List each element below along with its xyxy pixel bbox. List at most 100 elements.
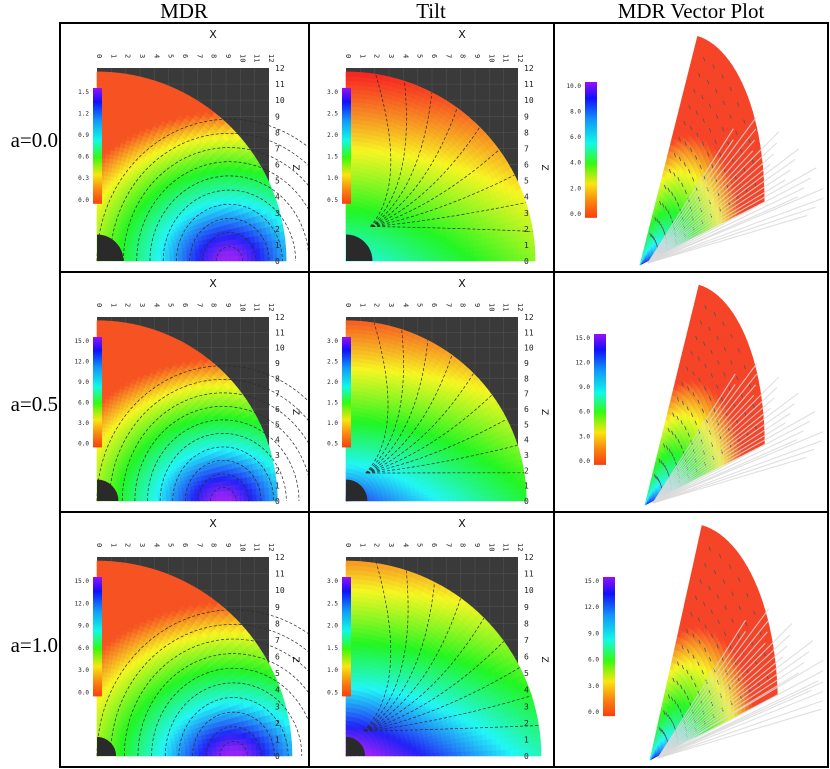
field-cell <box>199 256 205 262</box>
vector-arrow <box>674 232 677 237</box>
colorbar-gradient <box>585 82 597 218</box>
contour-line <box>372 202 526 227</box>
colorbar-tick-label: 0.0 <box>78 197 89 204</box>
field-cell <box>345 213 349 219</box>
field-cell <box>105 144 111 151</box>
grid-line <box>59 22 829 24</box>
streak-line <box>647 169 791 264</box>
vector-arrow <box>690 126 693 131</box>
contour-lines <box>96 118 308 262</box>
vector-arrow <box>652 235 655 240</box>
field-cell <box>483 255 489 262</box>
field-cell <box>345 209 349 215</box>
streak-line <box>647 167 817 264</box>
vector-arrow <box>696 132 699 138</box>
vector-arrow <box>668 168 672 174</box>
field-cell <box>101 131 108 138</box>
field-cell <box>360 72 369 78</box>
field-cell <box>482 249 489 256</box>
field-cell <box>457 251 463 257</box>
field-cell <box>103 84 112 90</box>
colorbar-tick-label: 0.9 <box>78 132 89 139</box>
contour-line <box>176 204 283 262</box>
x-tick-label: 5 <box>167 54 175 58</box>
field-cell <box>504 247 510 256</box>
vector-arrow <box>673 172 676 177</box>
vector-arrow <box>660 223 663 229</box>
field-cell <box>418 257 424 262</box>
field-cell <box>351 118 358 125</box>
column-header-mdr: MDR <box>160 0 208 23</box>
field-cell <box>423 257 428 262</box>
vector-arrow <box>692 177 695 182</box>
field-cell <box>280 238 286 247</box>
field-cell <box>354 149 360 155</box>
field-cell <box>487 254 493 262</box>
vector-plot-svg: 10.08.06.04.02.00.0 <box>567 35 824 266</box>
x-tick-label: 6 <box>181 54 189 58</box>
field-cell <box>268 253 274 262</box>
grid-line <box>59 766 829 768</box>
vector-arrow <box>707 152 710 157</box>
z-tick-label: 1 <box>275 241 280 250</box>
vector-arrow <box>734 175 737 181</box>
colorbar-tick-label: 4.0 <box>570 160 581 167</box>
column-header-vector: MDR Vector Plot <box>617 0 765 23</box>
colorbar-tick-label: 1.2 <box>78 111 89 118</box>
colorbar-tick-label: 2.0 <box>570 185 581 192</box>
z-tick-label: 10 <box>275 96 285 105</box>
vector-arrow <box>688 104 691 110</box>
field-cell <box>103 80 112 86</box>
field-cell <box>487 249 493 256</box>
vector-arrow <box>664 206 668 211</box>
z-tick-label: 5 <box>275 177 280 186</box>
field-cell <box>102 106 110 112</box>
field-cell <box>529 245 536 255</box>
horizon-disc <box>97 234 124 261</box>
field-cell <box>246 248 252 256</box>
field-cell <box>427 257 433 262</box>
z-tick-label: 7 <box>524 144 529 153</box>
vector-arrow <box>708 128 712 133</box>
vector-arrow <box>699 164 702 169</box>
vector-arrow <box>722 100 726 105</box>
field-cell <box>101 123 109 129</box>
vector-arrow <box>663 231 666 236</box>
vector-arrow <box>751 159 755 164</box>
contour-plot-svg: X0 1 2 3 4 5 6 7 8 9 10 11 121211109876543210Z15.012… <box>75 277 308 506</box>
vector-arrow <box>702 57 706 62</box>
field-cell <box>208 256 214 262</box>
field-cell <box>96 217 99 223</box>
contour-line <box>372 174 515 227</box>
field-cell <box>242 254 248 262</box>
field-cell <box>496 254 502 262</box>
field-cell <box>229 249 235 257</box>
field-cell <box>353 157 359 164</box>
z-axis-label: Z <box>539 165 549 171</box>
streak-lines <box>647 117 824 264</box>
vector-arrow <box>683 120 686 126</box>
colorbar-tick-label: 2.0 <box>327 132 338 139</box>
vector-arrow <box>729 114 732 119</box>
colorbar-tick-label: 0.6 <box>78 154 89 161</box>
contour-line <box>123 147 308 262</box>
x-tick-label: 0 <box>344 54 352 58</box>
field-cell <box>207 247 214 253</box>
colorbar-tick-label: 0.0 <box>570 211 581 218</box>
x-tick-label: 11 <box>253 54 261 62</box>
field-cell <box>508 247 514 255</box>
field-cell <box>435 256 441 262</box>
vector-arrow <box>702 118 705 123</box>
field-cell <box>513 253 519 262</box>
vector-arrow <box>701 141 705 147</box>
vector-arrow <box>674 196 677 201</box>
x-tick-label: 1 <box>109 54 117 58</box>
field-cell <box>478 249 484 257</box>
x-tick-label: 3 <box>138 54 146 58</box>
vector-arrow <box>695 155 698 160</box>
streak-line <box>647 206 816 264</box>
field-cell <box>247 254 253 262</box>
vector-arrow <box>754 182 757 187</box>
vector-arrow <box>735 130 738 135</box>
streak-line <box>647 177 812 264</box>
